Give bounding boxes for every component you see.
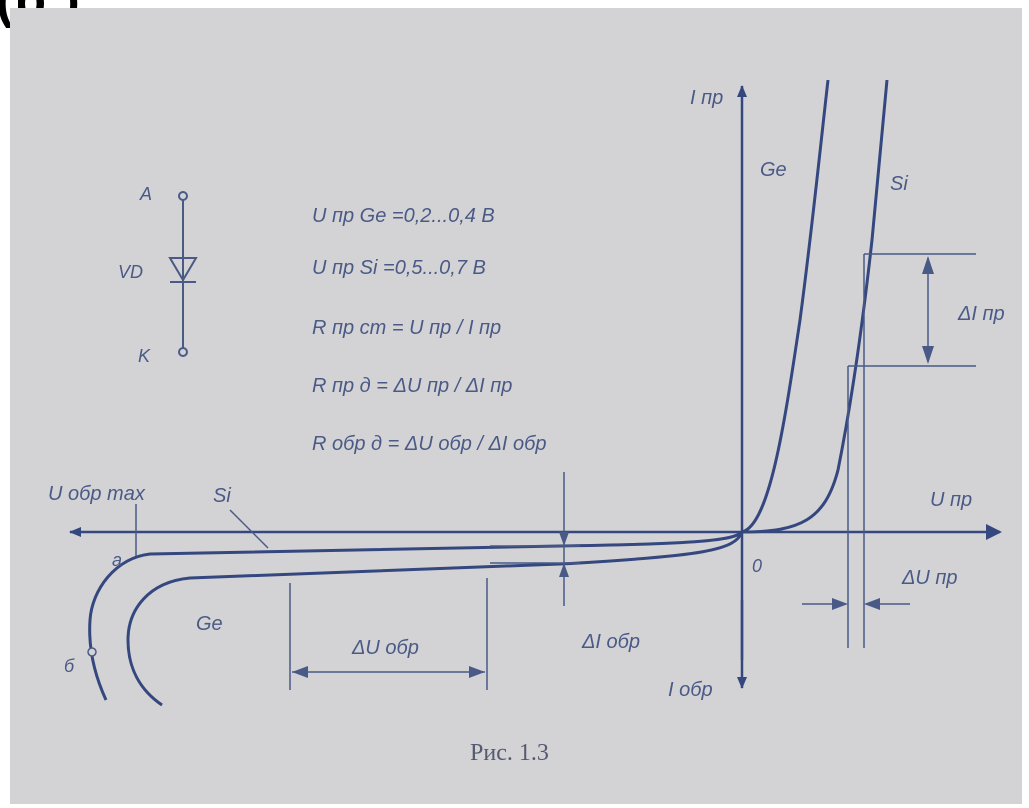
axes [69,85,1000,689]
delta-i-pr-dimension [848,253,976,367]
reverse-curves [88,530,744,707]
ge-reverse-label: Ge [196,613,223,635]
formula-upr-ge: U пр Ge =0,2...0,4 B [312,205,495,227]
figure-panel [10,8,1022,804]
formula-robr-d: R обр д = ΔU обр / ΔI обр [312,433,547,455]
delta-i-obr-label: ΔI обр [581,631,640,653]
ge-forward-label: Ge [760,159,787,181]
diode-symbol [168,191,198,357]
delta-u-pr-dimension [802,254,910,648]
delta-u-obr-arrow-right [469,666,485,678]
ge-forward-curve [741,79,830,534]
formula-upr-si: U пр Si =0,5...0,7 B [312,257,486,279]
formula-rpr-st: R пр ст = U пр / I пр [312,317,501,339]
anode-label: A [139,184,152,204]
delta-u-pr-arrow-left [832,598,848,610]
point-a-label: a [112,550,122,570]
cathode-label: K [138,346,151,366]
si-reverse-leader [229,509,269,549]
origin-label: 0 [752,556,762,576]
axis-label-upr: U пр [930,489,972,511]
delta-u-obr-dimension [289,578,488,690]
delta-i-pr-arrow-top [922,256,934,274]
si-reverse-curve [88,530,744,701]
axis-label-ipr: I пр [690,87,723,109]
u-obr-max-label: U обр max [48,483,146,505]
diode-name-label: VD [118,262,143,282]
delta-u-obr-arrow-left [292,666,308,678]
si-forward-curve [741,79,889,534]
delta-u-pr-label: ΔU пр [901,567,958,589]
delta-u-obr-label: ΔU обр [351,637,419,659]
x-axis-arrow [986,524,1002,540]
point-b-marker [87,647,97,657]
axis-label-iobr: I обр [668,679,713,701]
forward-curves [741,79,889,534]
figure-caption: Рис. 1.3 [470,740,549,766]
delta-u-pr-arrow-right [864,598,880,610]
si-reverse-label: Si [213,485,231,507]
delta-i-obr-arrow-bottom [559,563,569,577]
point-b-label: б [64,656,75,676]
ge-reverse-curve [126,531,744,707]
delta-i-pr-arrow-bottom [922,346,934,364]
delta-i-pr-label: ΔI пр [957,303,1005,325]
delta-i-obr-arrow-top [559,532,569,546]
formula-rpr-d: R пр д = ΔU пр / ΔI пр [312,375,512,397]
si-forward-label: Si [890,173,908,195]
